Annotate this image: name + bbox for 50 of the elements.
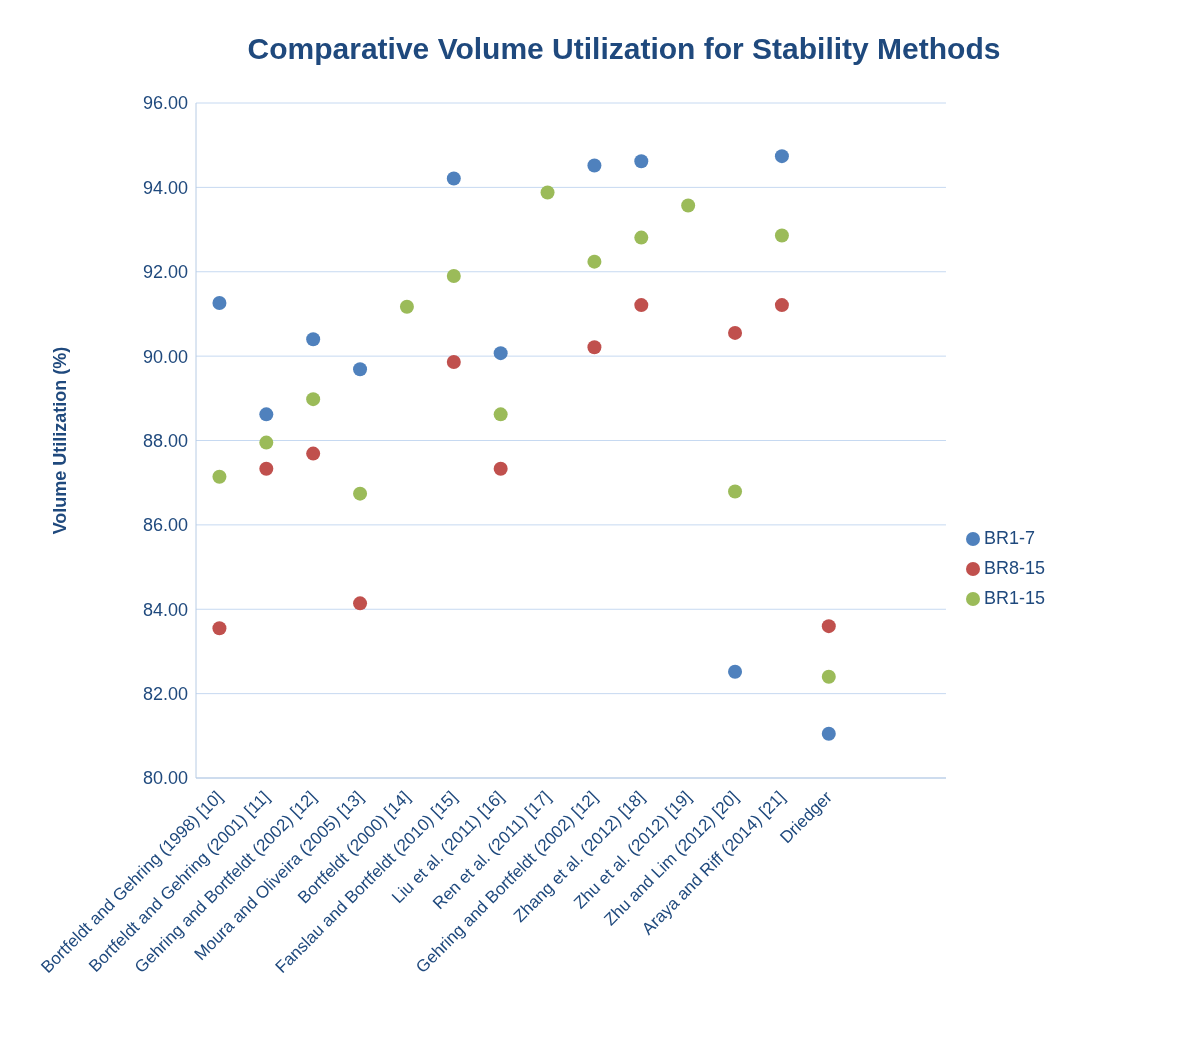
point — [446, 355, 461, 370]
point — [399, 299, 414, 314]
point — [587, 158, 602, 173]
point — [306, 446, 321, 461]
y-tick-label: 82.00 — [142, 684, 188, 705]
point — [681, 198, 696, 213]
y-tick-label: 86.00 — [142, 515, 188, 536]
y-tick-label: 96.00 — [142, 93, 188, 114]
point — [774, 298, 789, 313]
point — [821, 619, 836, 634]
point — [634, 230, 649, 245]
legend-label: BR1-7 — [983, 528, 1035, 548]
y-tick-label: 90.00 — [142, 346, 188, 367]
legend-label: BR8-15 — [983, 558, 1045, 578]
point — [493, 407, 508, 422]
point — [634, 154, 649, 169]
point — [353, 596, 368, 611]
point — [446, 171, 461, 186]
point — [821, 669, 836, 684]
point — [587, 340, 602, 355]
point — [259, 407, 274, 422]
point — [212, 469, 227, 484]
point — [259, 461, 274, 476]
y-tick-label: 94.00 — [142, 177, 188, 198]
point — [821, 726, 836, 741]
point — [353, 486, 368, 501]
point — [728, 484, 743, 499]
point — [774, 228, 789, 243]
y-tick-label: 92.00 — [142, 262, 188, 283]
point — [446, 268, 461, 283]
y-tick-label: 88.00 — [142, 430, 188, 451]
point — [540, 185, 555, 200]
point — [728, 325, 743, 340]
point — [728, 664, 743, 679]
y-axis-title: Volume Utilization (%) — [50, 346, 71, 535]
legend-label: BR1-15 — [983, 588, 1045, 608]
point — [493, 346, 508, 361]
point — [634, 298, 649, 313]
point — [259, 435, 274, 450]
point — [774, 149, 789, 164]
point — [306, 392, 321, 407]
point — [212, 621, 227, 636]
y-tick-label: 80.00 — [142, 768, 188, 789]
point — [493, 461, 508, 476]
point — [212, 295, 227, 310]
point — [306, 332, 321, 347]
point — [353, 362, 368, 377]
y-tick-label: 84.00 — [142, 599, 188, 620]
point — [587, 254, 602, 269]
chart-title: Comparative Volume Utilization for Stability Methods — [246, 31, 1002, 67]
